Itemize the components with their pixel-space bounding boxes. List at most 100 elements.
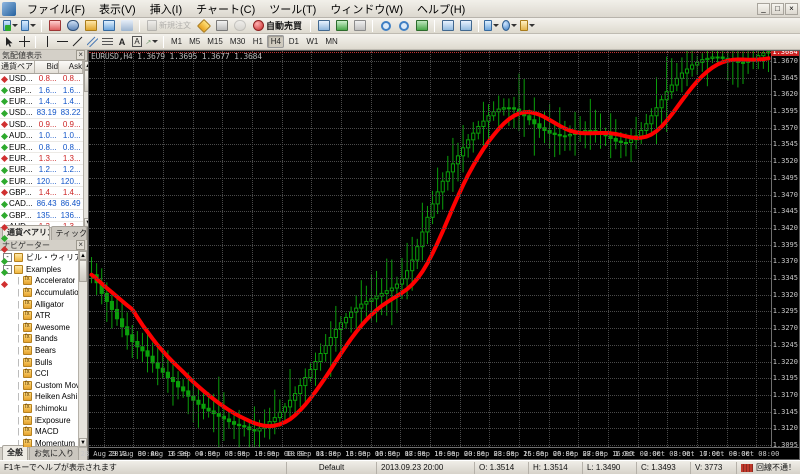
table-row[interactable]: EUR... 120... 120... [0,175,83,188]
equidistant-channel-button[interactable] [85,35,99,48]
column-header-symbol[interactable]: 通貨ペア [0,61,36,74]
menu-item-file[interactable]: ファイル(F) [27,3,86,16]
period-menu-button[interactable] [501,19,518,33]
open-profile-button[interactable] [20,19,37,33]
indicators-menu-button[interactable] [483,19,500,33]
scroll-up-icon[interactable]: ▲ [79,251,87,260]
symbol-cell[interactable]: GBP... [0,209,35,222]
column-header-ask[interactable]: Ask [58,61,84,74]
table-row[interactable]: AUD...1.0...1.0... [0,129,83,142]
timeframe-m1-button[interactable]: M1 [171,37,183,46]
navigator-scrollbar[interactable]: ▲ ▼ [78,251,87,447]
symbol-cell[interactable]: EUR... [0,164,35,177]
tree-indicator-item[interactable]: | iExposure [1,414,78,426]
minimize-button[interactable]: _ [757,2,770,15]
auto-trading-button[interactable]: 自動売買 [249,19,306,33]
timeframe-w1-button[interactable]: W1 [306,37,319,46]
navigator-toggle-button[interactable] [82,19,99,33]
scrollbar-track[interactable] [79,282,87,438]
line-chart-button[interactable] [351,19,368,33]
table-row[interactable]: GBP... 1.6... 1.6... [0,84,83,97]
timeframe-mn-button[interactable]: MN [325,37,338,46]
vertical-line-button[interactable] [40,35,54,48]
data-window-toggle-button[interactable] [64,19,81,33]
chevron-down-icon[interactable] [12,24,18,27]
tree-indicator-item[interactable]: | Bulls [1,356,78,368]
print-button[interactable] [213,19,230,33]
symbol-cell[interactable]: CAD... [0,198,35,211]
status-connection[interactable]: 回線不通！ [737,462,800,473]
tree-indicator-item[interactable]: | Custom Moving Av [1,380,78,392]
timeframe-m15-button[interactable]: M15 [207,37,223,46]
table-row[interactable]: EUR... 0.8... 0.8... [0,141,83,154]
table-row[interactable]: EUR... 1.3... 1.3... [0,152,83,165]
symbol-cell[interactable]: GBP... [0,84,35,97]
timeframe-h1-button[interactable]: H1 [252,37,263,46]
tree-group-item[interactable]: - Examples [1,264,78,276]
horizontal-line-button[interactable] [55,35,69,48]
tab-symbol-list[interactable]: 通貨ペアリスト [2,225,50,240]
tree-indicator-item[interactable]: | Momentum [1,438,78,447]
price-axis[interactable]: 1.3670 1.3645 1.3620 1.3595 1.3570 1.3545 1.35… [771,51,799,447]
menu-item-help[interactable]: ヘルプ(H) [417,3,466,16]
auto-scroll-button[interactable] [457,19,474,33]
new-order-button[interactable]: 新規注文 [144,19,194,33]
status-profile[interactable]: Default [287,461,377,474]
table-row[interactable]: USD... 0.9... 0.9... [0,118,83,131]
symbol-cell[interactable]: EUR... [0,141,35,154]
chart-shift-button[interactable] [439,19,456,33]
zoom-in-button[interactable] [377,19,394,33]
table-row[interactable]: USD... 0.8... 0.8... [0,73,83,85]
symbol-cell[interactable]: AUD... [0,129,35,142]
scrollbar-thumb[interactable] [79,260,87,282]
cursor-tool-button[interactable] [2,35,16,48]
tab-tick-chart[interactable]: ティックチ [50,226,87,240]
symbol-cell[interactable]: USD... [0,73,35,85]
menu-item-insert[interactable]: 挿入(I) [149,3,183,16]
tree-indicator-item[interactable]: | ATR [1,310,78,322]
zoom-out-button[interactable] [395,19,412,33]
crosshair-tool-button[interactable] [17,35,31,48]
tree-indicator-item[interactable]: | CCI [1,368,78,380]
timeframe-m5-button[interactable]: M5 [189,37,201,46]
arrows-menu-button[interactable] [145,35,159,48]
table-row[interactable]: EUR... 1.4... 1.4... [0,95,83,108]
tree-indicator-item[interactable]: | Awesome [1,322,78,334]
market-watch-close-icon[interactable]: × [76,50,85,60]
table-row[interactable]: USD... 83.19 83.22 [0,107,83,120]
chevron-down-icon[interactable] [511,24,518,27]
menu-item-view[interactable]: 表示(V) [99,3,136,16]
tree-group-item[interactable]: -ビル・ウィリアムズ [1,252,78,264]
navigator-close-icon[interactable]: × [76,240,85,250]
metaeditor-button[interactable] [195,18,212,33]
chevron-down-icon[interactable] [152,40,158,43]
timeframe-h4-button[interactable]: H4 [267,35,285,48]
new-chart-button[interactable] [2,19,19,33]
table-row[interactable]: CAD... 86.43 86.49 [0,198,83,211]
chart-window[interactable]: EURUSD,H4 1.3679 1.3695 1.3677 1.3684 1.… [81,50,800,460]
text-label-button[interactable]: A [130,35,144,48]
text-tool-button[interactable]: A [115,35,129,48]
menu-item-tools[interactable]: ツール(T) [269,3,317,16]
market-watch-toggle-button[interactable] [46,19,63,33]
candlestick-chart-button[interactable] [333,19,350,33]
symbol-cell[interactable]: USD... [0,107,35,120]
tree-indicator-item[interactable]: | MACD [1,426,78,438]
fibonacci-button[interactable] [100,35,114,48]
table-row[interactable]: EUR... 1.2... 1.2... [0,164,83,177]
time-axis[interactable]: 28 Aug 2013 29 Aug 00:00 30 Aug 16:00 3 Sep… [81,447,799,459]
tree-indicator-item[interactable]: | Accumulation [1,287,78,299]
symbol-cell[interactable]: EUR... [0,175,35,188]
chart-plot-area[interactable]: 1.3670 1.3645 1.3620 1.3595 1.3570 1.3545 1.35… [89,51,799,447]
tree-indicator-item[interactable]: | Ichimoku [1,403,78,415]
symbol-cell[interactable]: EUR... [0,95,35,108]
trendline-button[interactable] [70,35,84,48]
print-preview-button[interactable] [231,19,248,33]
column-header-bid[interactable]: Bid [34,61,60,74]
tree-indicator-item[interactable]: | Accelerator [1,275,78,287]
chevron-down-icon[interactable] [529,24,536,27]
timeframe-d1-button[interactable]: D1 [288,37,299,46]
close-button[interactable]: × [785,2,798,15]
bar-chart-button[interactable] [315,19,332,33]
timeframe-m30-button[interactable]: M30 [229,37,246,46]
